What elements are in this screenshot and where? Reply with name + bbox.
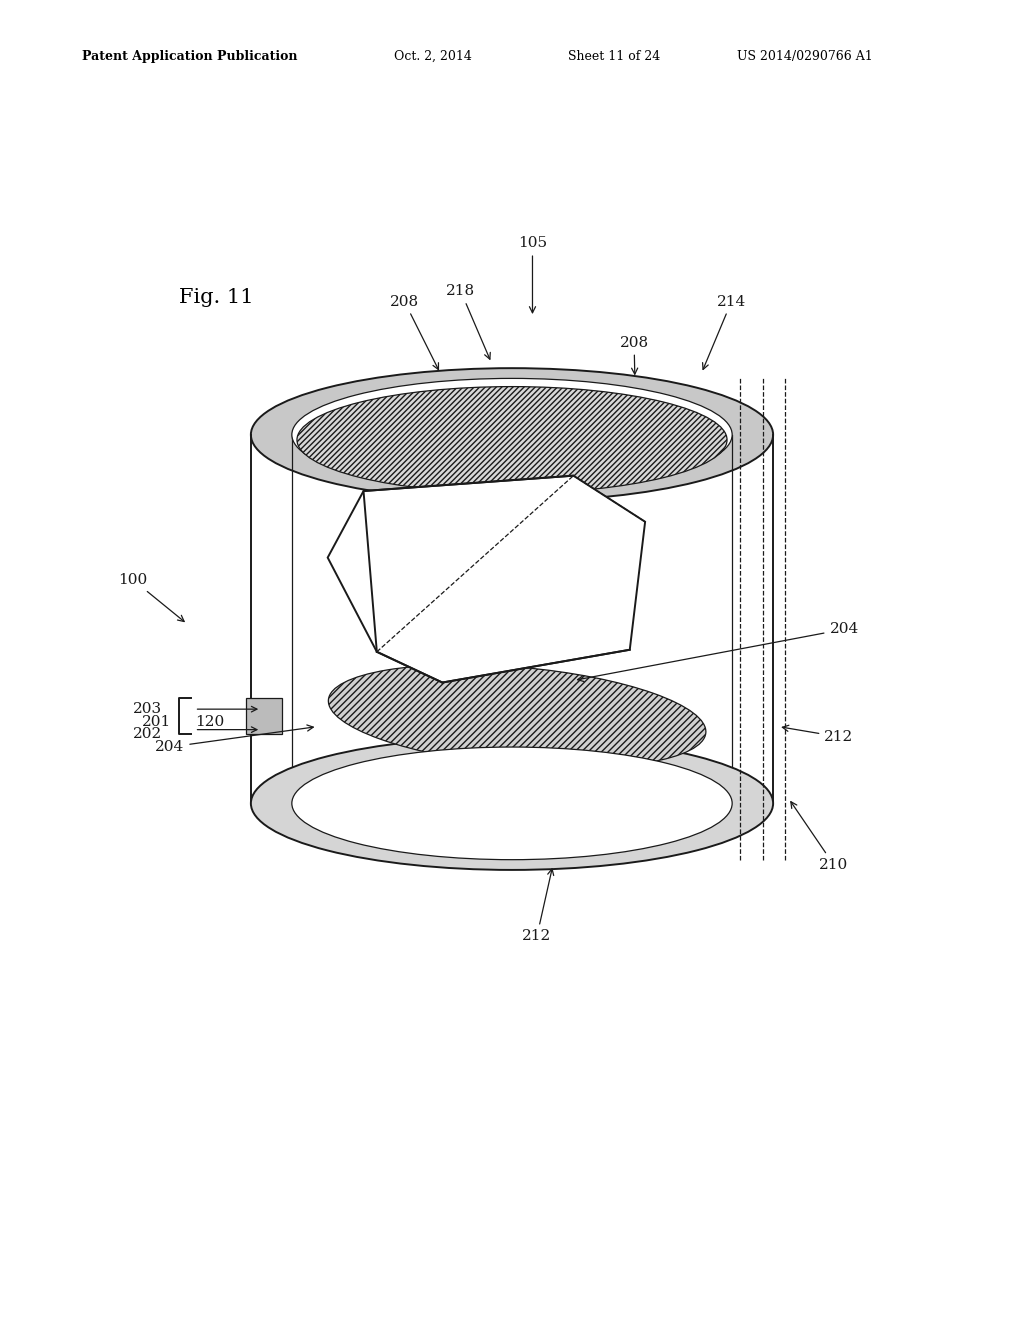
Text: 201: 201 — [141, 715, 171, 730]
Text: 202: 202 — [133, 727, 163, 741]
Text: 208: 208 — [390, 294, 438, 370]
Text: 203: 203 — [133, 702, 162, 717]
Text: 218: 218 — [446, 284, 490, 359]
Text: 210: 210 — [791, 801, 849, 871]
Text: Sheet 11 of 24: Sheet 11 of 24 — [568, 50, 660, 63]
Ellipse shape — [292, 379, 732, 491]
Text: US 2014/0290766 A1: US 2014/0290766 A1 — [737, 50, 873, 63]
Text: 105: 105 — [518, 236, 547, 313]
Text: 100: 100 — [119, 573, 184, 622]
Text: 204: 204 — [578, 622, 859, 681]
Text: Oct. 2, 2014: Oct. 2, 2014 — [394, 50, 472, 63]
Text: 214: 214 — [702, 294, 746, 370]
Ellipse shape — [292, 747, 732, 859]
Text: 120: 120 — [196, 715, 225, 730]
Text: 208: 208 — [620, 335, 648, 375]
Polygon shape — [328, 475, 645, 682]
Ellipse shape — [297, 387, 727, 494]
Ellipse shape — [329, 665, 706, 768]
Text: 212: 212 — [782, 725, 854, 743]
Text: Patent Application Publication: Patent Application Publication — [82, 50, 297, 63]
Polygon shape — [246, 698, 282, 734]
Ellipse shape — [251, 368, 773, 502]
Text: 212: 212 — [522, 869, 554, 944]
Text: 204: 204 — [155, 725, 313, 754]
Ellipse shape — [251, 737, 773, 870]
Text: Fig. 11: Fig. 11 — [179, 288, 254, 306]
